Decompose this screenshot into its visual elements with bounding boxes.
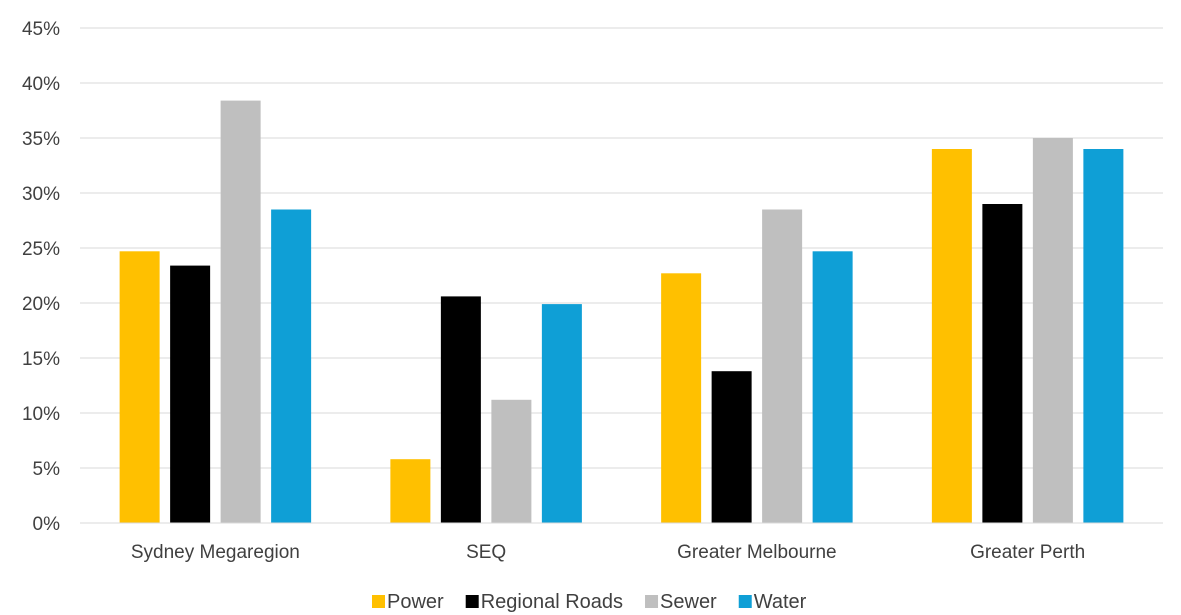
y-tick-label: 20% [22, 294, 60, 315]
legend-label: Sewer [660, 591, 717, 613]
bar-sewer [1032, 138, 1073, 523]
y-tick-label: 45% [22, 19, 60, 40]
legend-label: Regional Roads [481, 591, 623, 613]
bar-sewer [491, 399, 532, 523]
bar-power [390, 459, 431, 523]
legend-label: Power [387, 591, 444, 613]
y-tick-label: 0% [33, 514, 61, 535]
legend-swatch [738, 595, 752, 608]
bar-power [119, 251, 160, 524]
y-tick-label: 40% [22, 74, 60, 95]
bar-water [812, 251, 853, 524]
y-tick-label: 25% [22, 239, 60, 260]
bars [119, 100, 1124, 524]
y-axis-tick-labels: 0% 5% 10% 15% 20% 25% 30% 35% 40% 45% [22, 19, 60, 535]
bar-water [271, 209, 312, 523]
y-tick-label: 10% [22, 404, 60, 425]
y-tick-label: 15% [22, 349, 60, 370]
category-label: SEQ [466, 542, 506, 563]
category-label: Greater Melbourne [677, 542, 836, 563]
bar-power [931, 149, 972, 523]
bar-water [1083, 149, 1124, 523]
bar-sewer [220, 100, 261, 523]
legend-label: Water [754, 591, 807, 613]
bar-power [661, 273, 702, 523]
bar-regional-roads [170, 265, 211, 523]
category-label: Greater Perth [970, 542, 1085, 563]
category-label: Sydney Megaregion [131, 542, 300, 563]
category-labels: Sydney Megaregion SEQ Greater Melbourne Gre… [131, 542, 1085, 563]
bar-regional-roads [982, 204, 1023, 523]
bar-regional-roads [440, 296, 481, 523]
y-tick-label: 35% [22, 129, 60, 150]
legend-swatch [372, 595, 385, 608]
legend-swatch [465, 595, 479, 608]
y-tick-label: 30% [22, 184, 60, 205]
legend-swatch [645, 595, 659, 608]
bar-regional-roads [711, 371, 752, 523]
y-tick-label: 5% [33, 459, 61, 480]
bar-water [541, 304, 582, 523]
legend: Power Regional Roads Sewer Water [372, 591, 807, 613]
bar-sewer [762, 209, 803, 523]
